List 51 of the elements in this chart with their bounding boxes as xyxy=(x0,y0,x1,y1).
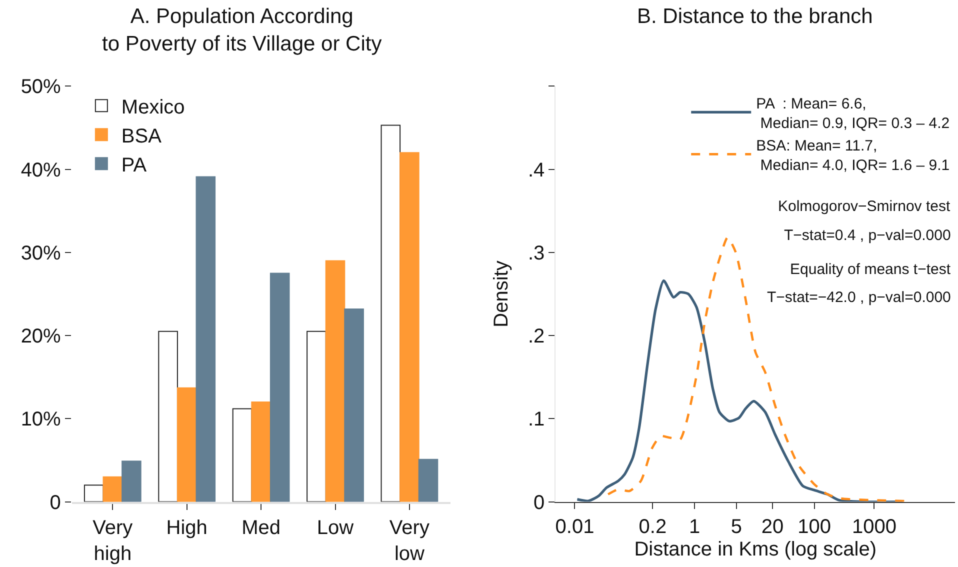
bar xyxy=(158,330,178,502)
bar xyxy=(84,484,104,502)
y-tick-label: 10% xyxy=(20,408,62,431)
x-tick-label: 0.2 xyxy=(638,516,667,538)
bar xyxy=(102,476,123,502)
bar xyxy=(380,124,401,502)
bar xyxy=(270,272,290,502)
bar xyxy=(400,152,420,502)
x-tick-label: Med xyxy=(242,516,281,539)
bar xyxy=(196,176,216,502)
x-tick-label: Very low xyxy=(389,516,430,565)
y-tick-label: 30% xyxy=(20,242,62,264)
y-tick-label: 0 xyxy=(50,492,61,514)
x-tick-label: 100 xyxy=(798,516,832,538)
y-tick-label: .2 xyxy=(528,326,545,348)
legend-label: BSA: Mean= 11.7, Median= 4.0, IQR= 1.6 – 9.1 xyxy=(756,137,950,174)
x-axis-title: Distance in Kms (log scale) xyxy=(634,538,877,560)
y-tick-label: 50% xyxy=(20,76,62,98)
bar xyxy=(306,330,326,502)
annotation: T−stat=0.4 , p−val=0.000 xyxy=(784,227,951,244)
x-tick-label: 20 xyxy=(761,516,784,538)
chart-title: B. Distance to the branch xyxy=(637,5,873,28)
bar xyxy=(232,408,252,502)
legend-label: PA xyxy=(121,154,148,176)
bar xyxy=(325,260,346,502)
bar xyxy=(344,308,364,502)
y-axis-title: Density xyxy=(490,260,512,328)
bar xyxy=(176,387,197,502)
chart-title: A. Population According to Poverty of its Village or City xyxy=(102,5,382,56)
x-tick-label: Very high xyxy=(92,516,133,565)
annotation: Kolmogorov−Smirnov test xyxy=(778,198,951,215)
legend-label: PA : Mean= 6.6, Median= 0.9, IQR= 0.3 – 4.2 xyxy=(756,95,950,132)
annotation: T−stat=−42.0 , p−val=0.000 xyxy=(767,289,951,306)
x-tick-label: Low xyxy=(316,516,354,539)
x-tick-label: 5 xyxy=(730,516,742,538)
bar xyxy=(418,458,438,502)
y-tick-label: 20% xyxy=(20,326,62,348)
y-tick-label: .3 xyxy=(528,242,545,264)
bar xyxy=(251,402,271,502)
x-tick-label: 1000 xyxy=(852,516,896,538)
legend-label: BSA xyxy=(121,125,162,148)
x-tick-label: 1 xyxy=(688,516,700,538)
y-tick-label: .4 xyxy=(528,159,545,182)
y-tick-label: 0 xyxy=(534,492,545,514)
x-tick-label: High xyxy=(166,516,208,539)
annotation: Equality of means t−test xyxy=(790,261,952,278)
y-tick-label: .1 xyxy=(528,408,545,431)
bar xyxy=(122,460,142,502)
legend-label: Mexico xyxy=(121,96,185,118)
x-tick-label: 0.01 xyxy=(555,516,594,538)
y-tick-label: 40% xyxy=(20,159,62,182)
